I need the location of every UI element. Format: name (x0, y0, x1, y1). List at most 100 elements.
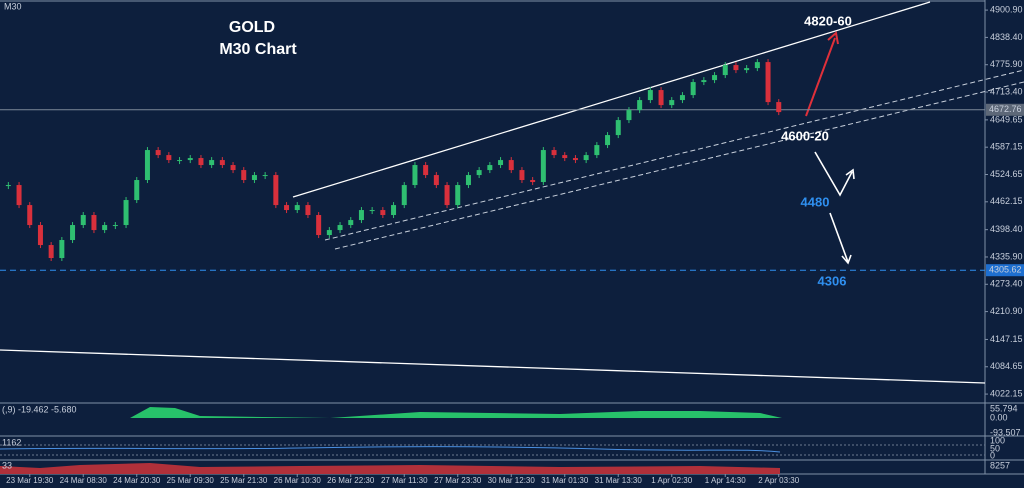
indicator-tick: 8257 (990, 460, 1010, 470)
y-tick-label: 4649.65 (990, 114, 1023, 124)
candle-body (519, 170, 525, 181)
x-tick-label: 1 Apr 02:30 (651, 476, 692, 485)
y-tick-label: 4775.90 (990, 59, 1023, 69)
y-tick-label: 4084.65 (990, 361, 1023, 371)
candle-body (733, 65, 739, 71)
candle-body (80, 215, 86, 226)
candle-body (273, 175, 279, 206)
arrow-head (845, 168, 855, 180)
candle-body (776, 102, 782, 113)
y-tick-label: 4713.40 (990, 86, 1023, 96)
x-tick-label: 25 Mar 09:30 (167, 476, 215, 485)
candle-body (540, 150, 546, 183)
candle-body (647, 90, 653, 101)
x-tick-label: 27 Mar 11:30 (381, 476, 428, 485)
candle-body (294, 205, 300, 211)
candle-body (16, 185, 22, 206)
indicator-tick: 0.00 (990, 412, 1008, 422)
candle-body (326, 230, 332, 236)
candle-body (391, 205, 397, 216)
candle-body (572, 158, 578, 161)
candle-body (701, 80, 707, 83)
candle-body (5, 185, 11, 187)
candle-body (123, 200, 129, 226)
y-tick-label: 4838.40 (990, 32, 1023, 42)
candle-body (679, 95, 685, 101)
candle-body (70, 225, 76, 241)
candle-body (530, 180, 536, 183)
x-tick-label: 30 Mar 12:30 (488, 476, 536, 485)
y-tick-label: 4587.15 (990, 142, 1023, 152)
indicator-tick: 0 (990, 450, 995, 460)
arrow-head (827, 31, 839, 45)
indicator-tick: -93.507 (990, 427, 1021, 437)
candle-body (37, 225, 43, 246)
indicator-tick: 100 (990, 435, 1005, 445)
candle-body (465, 175, 471, 186)
y-tick-label: 4147.15 (990, 334, 1023, 344)
chart-subtitle: M30 Chart (219, 41, 297, 58)
indicator-tick: 55.794 (990, 403, 1018, 413)
candle-body (433, 175, 439, 186)
candle-body (744, 68, 750, 71)
candle-body (637, 100, 643, 111)
indicator-tick: 50 (990, 443, 1000, 453)
trend-line (292, 1, 931, 198)
candle-body (690, 82, 696, 96)
candle-body (658, 90, 664, 106)
candle-body (219, 160, 225, 166)
trend-line (0, 349, 986, 384)
x-tick-label: 1 Apr 14:30 (705, 476, 746, 485)
annotation: 4306 (818, 273, 847, 288)
candle-body (401, 185, 407, 206)
candle-body (722, 65, 728, 76)
candle-body (765, 62, 771, 103)
candle-body (412, 165, 418, 186)
x-tick-label: 31 Mar 01:30 (541, 476, 589, 485)
candle-body (134, 180, 140, 201)
x-tick-label: 26 Mar 10:30 (274, 476, 322, 485)
candle-body (230, 165, 236, 171)
candle-body (562, 155, 568, 159)
chart-title: GOLD (229, 19, 275, 36)
candle-body (583, 155, 589, 161)
annotation: 4820-60 (804, 13, 852, 28)
candle-body (48, 245, 54, 259)
candle-body (112, 225, 118, 227)
candle-body (198, 158, 204, 166)
y-tick-label: 4022.15 (990, 388, 1023, 398)
x-tick-label: 26 Mar 22:30 (327, 476, 375, 485)
x-tick-label: 24 Mar 20:30 (113, 476, 161, 485)
candle-body (369, 210, 375, 212)
candle-body (155, 150, 161, 156)
rsi-line (0, 446, 781, 453)
y-tick-label: 4273.40 (990, 279, 1023, 289)
annotation: 4600-20 (781, 128, 829, 143)
symbol-label: M30 (4, 1, 22, 11)
x-tick-label: 2 Apr 03:30 (758, 476, 799, 485)
candle-body (605, 135, 611, 146)
candle-body (91, 215, 97, 231)
candle-body (59, 240, 65, 259)
x-tick-label: 27 Mar 23:30 (434, 476, 482, 485)
candle-body (455, 185, 461, 206)
candle-body (712, 75, 718, 81)
current-price-label: 4672.76 (989, 104, 1022, 114)
support-box (986, 264, 1024, 277)
candle-body (209, 160, 215, 166)
y-tick-label: 4335.90 (990, 251, 1023, 261)
volume-bars (0, 463, 780, 474)
candle-body (177, 160, 183, 162)
channel-line (334, 81, 1024, 250)
candle-body (166, 155, 172, 161)
support-label: 4305.62 (989, 265, 1022, 275)
current-price-box (986, 103, 1024, 116)
candle-body (508, 160, 514, 171)
candle-body (187, 158, 193, 161)
candle-body (423, 165, 429, 176)
candle-body (102, 225, 108, 231)
candle-body (444, 185, 450, 206)
